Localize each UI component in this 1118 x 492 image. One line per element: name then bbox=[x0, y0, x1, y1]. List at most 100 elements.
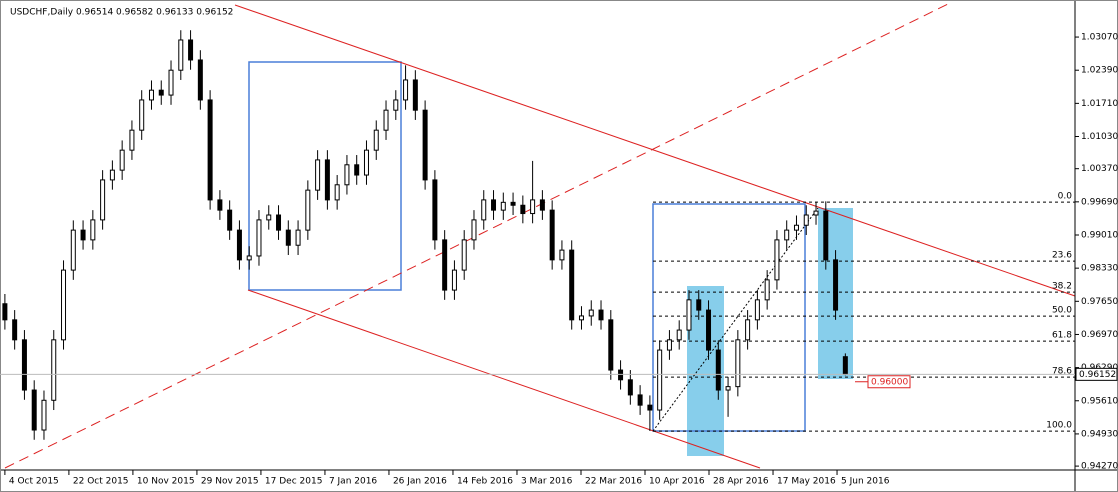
fib-label: 23.6 bbox=[1052, 251, 1072, 261]
candle-body bbox=[295, 229, 301, 246]
x-tick-label: 10 Nov 2015 bbox=[137, 477, 195, 487]
candle-body bbox=[637, 394, 643, 406]
x-tick-label: 5 Jun 2016 bbox=[841, 477, 890, 487]
candle-body bbox=[754, 299, 760, 321]
candle-body bbox=[207, 99, 213, 201]
candle-body bbox=[31, 389, 37, 431]
candle-body bbox=[80, 229, 86, 241]
fib-label: 38.2 bbox=[1052, 282, 1072, 292]
range-box bbox=[652, 203, 806, 432]
candle-body bbox=[354, 164, 360, 176]
x-tick-label: 4 Oct 2015 bbox=[9, 477, 59, 487]
candle-body bbox=[696, 299, 702, 311]
fib-label: 61.8 bbox=[1052, 331, 1072, 341]
candle-body bbox=[90, 219, 96, 241]
candle-body bbox=[833, 259, 839, 311]
trend-line bbox=[247, 289, 761, 469]
candle-body bbox=[41, 399, 47, 431]
candle-body bbox=[344, 164, 350, 186]
chart-title: USDCHF,Daily 0.96514 0.96582 0.96133 0.9… bbox=[10, 8, 233, 18]
candle-body bbox=[803, 214, 809, 226]
candle-body bbox=[823, 210, 829, 261]
range-box bbox=[248, 61, 402, 291]
x-tick-label: 7 Jan 2016 bbox=[329, 477, 377, 487]
candle-body bbox=[735, 339, 741, 388]
candle-body bbox=[158, 89, 164, 96]
candle-body bbox=[774, 239, 780, 281]
candle-body bbox=[12, 319, 18, 341]
candle-body bbox=[412, 79, 418, 111]
trend-line bbox=[234, 4, 1076, 297]
candle-body bbox=[422, 109, 428, 181]
candle-body bbox=[324, 159, 330, 201]
alert-box bbox=[867, 375, 911, 389]
candle-body bbox=[500, 201, 506, 211]
candle-body bbox=[491, 199, 497, 211]
x-tick-label: 22 Mar 2016 bbox=[585, 477, 642, 487]
candle-body bbox=[188, 39, 194, 61]
candle-body bbox=[129, 129, 135, 151]
candle-body bbox=[432, 179, 438, 241]
candle-body bbox=[139, 99, 145, 131]
candle-body bbox=[539, 199, 545, 211]
x-tick-label: 29 Nov 2015 bbox=[201, 477, 259, 487]
candle-body bbox=[676, 329, 682, 341]
candle-body bbox=[578, 315, 584, 321]
candle-body bbox=[393, 99, 399, 111]
y-tick-label: 1.03070 bbox=[1081, 33, 1118, 43]
y-tick-label: 0.99690 bbox=[1081, 197, 1118, 207]
candle-body bbox=[549, 209, 555, 261]
x-tick-label: 28 Apr 2016 bbox=[713, 477, 769, 487]
candle-body bbox=[315, 159, 321, 191]
x-tick-label: 10 Apr 2016 bbox=[649, 477, 705, 487]
x-tick-label: 22 Oct 2015 bbox=[73, 477, 129, 487]
fib-label: 100.0 bbox=[1046, 421, 1072, 431]
candle-body bbox=[608, 319, 614, 371]
candle-body bbox=[178, 39, 184, 71]
candle-body bbox=[21, 339, 27, 391]
candle-body bbox=[481, 199, 487, 221]
fib-label: 0.0 bbox=[1058, 192, 1073, 202]
candle-body bbox=[148, 89, 154, 101]
candle-body bbox=[285, 229, 291, 246]
candle-body bbox=[813, 210, 819, 216]
candle-body bbox=[256, 219, 262, 257]
candle-body bbox=[373, 129, 379, 151]
y-tick-label: 0.94270 bbox=[1081, 462, 1118, 472]
candle-body bbox=[2, 303, 8, 321]
y-tick-label: 1.00370 bbox=[1081, 164, 1118, 174]
candle-body bbox=[70, 229, 76, 271]
candle-body bbox=[276, 214, 282, 231]
fib-label: 78.6 bbox=[1052, 367, 1072, 377]
alert-label: 0.96000 bbox=[871, 377, 908, 387]
candle-body bbox=[217, 199, 223, 211]
y-tick-label: 0.94930 bbox=[1081, 429, 1118, 439]
candle-body bbox=[197, 59, 203, 101]
candle-body bbox=[715, 349, 721, 391]
last-price-box bbox=[1075, 367, 1118, 381]
candle-body bbox=[530, 199, 536, 215]
candle-body bbox=[725, 386, 731, 391]
candle-body bbox=[383, 109, 389, 131]
candle-body bbox=[51, 339, 57, 401]
candle-body bbox=[168, 69, 174, 96]
candle-body bbox=[471, 219, 477, 241]
y-tick-label: 0.99010 bbox=[1081, 231, 1118, 241]
candle-body bbox=[706, 309, 712, 351]
candle-body bbox=[647, 404, 653, 411]
candle-body bbox=[442, 239, 448, 291]
candle-body bbox=[618, 369, 624, 381]
candle-body bbox=[520, 204, 526, 215]
candle-body bbox=[666, 339, 672, 351]
x-tick-label: 17 Dec 2015 bbox=[265, 477, 323, 487]
candle-body bbox=[227, 209, 233, 231]
candle-body bbox=[461, 239, 467, 271]
candle-body bbox=[363, 149, 369, 176]
candle-body bbox=[745, 319, 751, 341]
y-tick-label: 1.02390 bbox=[1081, 66, 1118, 76]
x-tick-label: 17 May 2016 bbox=[777, 477, 836, 487]
candle-body bbox=[403, 79, 409, 101]
candle-body bbox=[510, 201, 516, 206]
